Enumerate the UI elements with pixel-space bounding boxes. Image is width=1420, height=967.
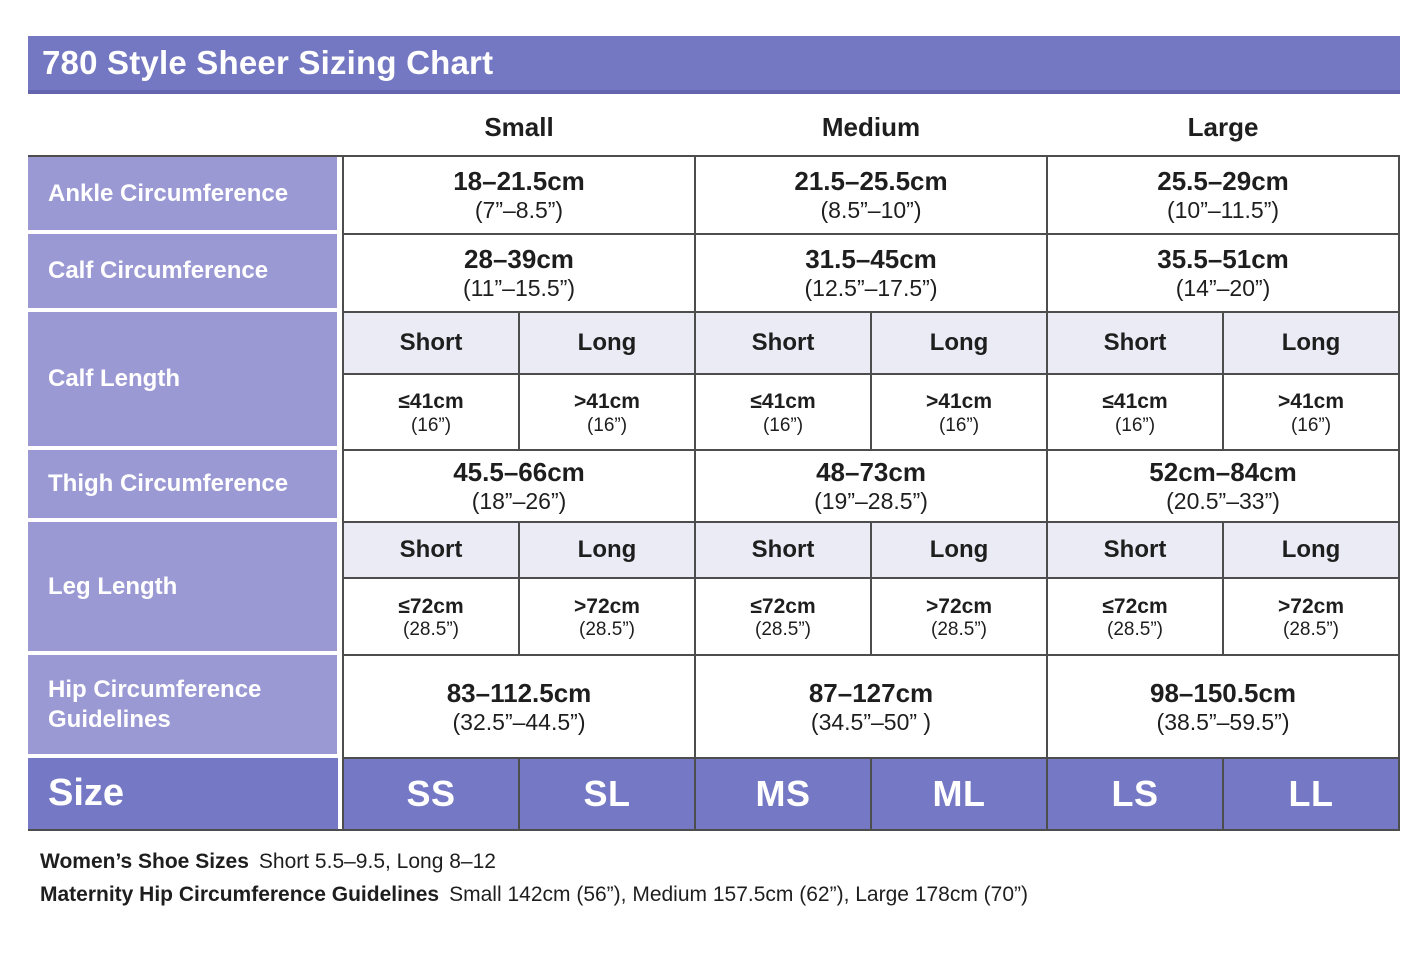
cell-hip-small: 83–112.5cm (32.5”–44.5”) bbox=[342, 654, 696, 759]
subhead-leg-large-short: Short bbox=[1046, 521, 1225, 579]
table-row-leg-length-subheader: Leg Length Short Long Short Long Short L… bbox=[28, 521, 1401, 655]
table-row-hip: Hip Circumference Guidelines 83–112.5cm … bbox=[28, 654, 1401, 759]
row-label-leg-length: Leg Length bbox=[28, 522, 343, 655]
chart-title-bar: 780 Style Sheer Sizing Chart bbox=[28, 36, 1400, 94]
size-cell-ms: MS bbox=[694, 757, 872, 831]
column-group-header-large: Large bbox=[1187, 112, 1259, 142]
table-row-calf-length-values: ≤41cm (16”) >41cm (16”) ≤41cm (16”) >41c… bbox=[28, 373, 1401, 451]
footnote-maternity-text: Small 142cm (56”), Medium 157.5cm (62”),… bbox=[449, 883, 1028, 906]
cell-calf-length-small-long: >41cm (16”) bbox=[518, 373, 696, 451]
cell-leg-length-medium-long: >72cm (28.5”) bbox=[869, 577, 1049, 656]
cell-hip-medium: 87–127cm (34.5”–50” ) bbox=[693, 654, 1049, 759]
footnote-maternity-label: Maternity Hip Circumference Guidelines bbox=[40, 883, 440, 906]
cell-ankle-medium: 21.5–25.5cm (8.5”–10”) bbox=[693, 155, 1049, 235]
row-label-calf-length: Calf Length bbox=[28, 312, 343, 450]
footnote-shoe-sizes-text: Short 5.5–9.5, Long 8–12 bbox=[258, 850, 496, 873]
cell-thigh-small: 45.5–66cm (18”–26”) bbox=[342, 449, 696, 523]
subhead-leg-small-short: Short bbox=[342, 521, 520, 579]
table-row-calf-length-subheader: Calf Length Short Long Short Long Short … bbox=[28, 311, 1401, 450]
subhead-calf-small-long: Long bbox=[518, 311, 696, 375]
cell-leg-length-medium-short: ≤72cm (28.5”) bbox=[694, 577, 872, 656]
size-cell-ss: SS bbox=[342, 757, 520, 831]
column-group-header-row: Small Medium Large bbox=[28, 94, 1399, 156]
column-group-header-small: Small bbox=[484, 112, 554, 142]
row-label-thigh-circumference: Thigh Circumference bbox=[28, 450, 343, 522]
chart-title: 780 Style Sheer Sizing Chart bbox=[42, 44, 494, 81]
footnote-shoe-sizes-label: Women’s Shoe Sizes bbox=[40, 850, 249, 873]
column-group-header-medium: Medium bbox=[821, 112, 921, 142]
subhead-calf-large-short: Short bbox=[1046, 311, 1225, 375]
subhead-calf-medium-long: Long bbox=[869, 311, 1049, 375]
table-row-leg-length-values: ≤72cm (28.5”) >72cm (28.5”) ≤72cm (28.5”… bbox=[28, 577, 1401, 656]
sizing-chart-page: 780 Style Sheer Sizing Chart Small Mediu… bbox=[28, 36, 1401, 911]
size-cell-sl: SL bbox=[518, 757, 696, 831]
sizing-table: Small Medium Large Ankle Circumference 1… bbox=[28, 94, 1401, 831]
footnote-shoe-sizes: Women’s Shoe Sizes Short 5.5–9.5, Long 8–… bbox=[40, 845, 1400, 878]
cell-calf-length-medium-short: ≤41cm (16”) bbox=[694, 373, 872, 451]
row-label-ankle-circumference: Ankle Circumference bbox=[28, 155, 343, 234]
row-label-calf-circumference: Calf Circumference bbox=[28, 234, 343, 312]
cell-ankle-small: 18–21.5cm (7”–8.5”) bbox=[342, 155, 696, 235]
subhead-calf-large-long: Long bbox=[1222, 311, 1401, 375]
footnotes: Women’s Shoe Sizes Short 5.5–9.5, Long 8–… bbox=[40, 845, 1400, 911]
footnote-maternity: Maternity Hip Circumference Guidelines Sm… bbox=[40, 878, 1400, 911]
subhead-leg-large-long: Long bbox=[1222, 521, 1401, 579]
subhead-calf-small-short: Short bbox=[342, 311, 520, 375]
table-row-calf-circumference: Calf Circumference 28–39cm (11”–15.5”) 3… bbox=[28, 233, 1401, 313]
table-row-thigh: Thigh Circumference 45.5–66cm (18”–26”) … bbox=[28, 449, 1401, 523]
cell-calf-length-large-short: ≤41cm (16”) bbox=[1046, 373, 1225, 451]
cell-hip-large: 98–150.5cm (38.5”–59.5”) bbox=[1046, 654, 1401, 759]
cell-leg-length-large-long: >72cm (28.5”) bbox=[1222, 577, 1401, 656]
column-header-spacer bbox=[28, 94, 343, 156]
cell-calf-length-small-short: ≤41cm (16”) bbox=[342, 373, 520, 451]
subhead-calf-medium-short: Short bbox=[694, 311, 872, 375]
row-label-size: Size bbox=[28, 758, 343, 831]
cell-calf-length-medium-long: >41cm (16”) bbox=[869, 373, 1049, 451]
table-row-ankle: Ankle Circumference 18–21.5cm (7”–8.5”) … bbox=[28, 155, 1401, 235]
size-cell-ll: LL bbox=[1222, 757, 1401, 831]
subhead-leg-small-long: Long bbox=[518, 521, 696, 579]
size-cell-ml: ML bbox=[869, 757, 1049, 831]
cell-calf-circ-medium: 31.5–45cm (12.5”–17.5”) bbox=[693, 233, 1049, 313]
table-row-size: Size SS SL MS ML LS LL bbox=[28, 757, 1401, 831]
cell-calf-circ-small: 28–39cm (11”–15.5”) bbox=[342, 233, 696, 313]
cell-calf-circ-large: 35.5–51cm (14”–20”) bbox=[1046, 233, 1401, 313]
cell-thigh-large: 52cm–84cm (20.5”–33”) bbox=[1046, 449, 1401, 523]
cell-calf-length-large-long: >41cm (16”) bbox=[1222, 373, 1401, 451]
cell-leg-length-small-short: ≤72cm (28.5”) bbox=[342, 577, 520, 656]
size-cell-ls: LS bbox=[1046, 757, 1225, 831]
subhead-leg-medium-long: Long bbox=[869, 521, 1049, 579]
cell-leg-length-large-short: ≤72cm (28.5”) bbox=[1046, 577, 1225, 656]
row-label-hip-circumference-guidelines: Hip Circumference Guidelines bbox=[28, 655, 343, 758]
cell-thigh-medium: 48–73cm (19”–28.5”) bbox=[693, 449, 1049, 523]
subhead-leg-medium-short: Short bbox=[694, 521, 872, 579]
cell-leg-length-small-long: >72cm (28.5”) bbox=[518, 577, 696, 656]
cell-ankle-large: 25.5–29cm (10”–11.5”) bbox=[1046, 155, 1401, 235]
